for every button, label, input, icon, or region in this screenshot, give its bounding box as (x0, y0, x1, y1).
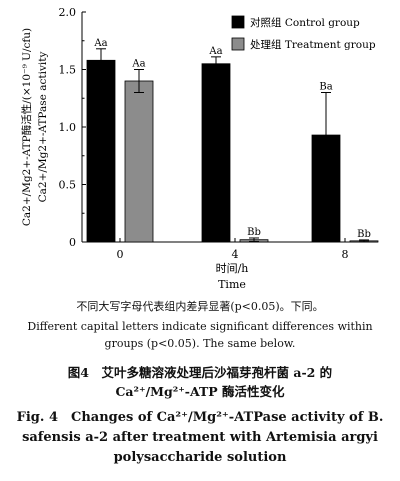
bar (124, 80, 154, 243)
chart-bars: Aa Aa Ba Aa Bb Bb (86, 38, 379, 243)
x-tick-label: 8 (342, 248, 349, 261)
y-tick-label: 0 (69, 236, 76, 249)
significance-label: Aa (208, 46, 222, 57)
significance-label: Bb (357, 229, 371, 240)
figure-title-english: Fig. 4 Changes of Ca²⁺/Mg²⁺-ATPase activ… (16, 410, 384, 465)
significance-label: Bb (247, 227, 261, 238)
y-axis-label-english: Ca2+/Mg2+-ATPase activity (37, 52, 49, 203)
x-axis-label-chinese: 时间/h (216, 262, 249, 275)
chart-axes: 0 0.5 1.0 1.5 2.0 0 4 8 (59, 6, 378, 261)
x-tick-label: 4 (232, 248, 239, 261)
note-english: Different capital letters indicate signi… (27, 320, 373, 350)
axis-labels: Ca2+/Mg2+-ATP酶活性/(×10⁻⁹ U/cfu) Ca2+/Mg2+-… (20, 28, 248, 291)
significance-label: Aa (93, 38, 107, 49)
legend-label: 对照组 Control group (250, 16, 360, 29)
x-tick-label: 0 (117, 248, 124, 261)
significance-label: Aa (131, 59, 145, 70)
y-tick-label: 1.0 (59, 121, 77, 134)
y-axis-label-chinese: Ca2+/Mg2+-ATP酶活性/(×10⁻⁹ U/cfu) (20, 28, 33, 226)
y-tick-label: 2.0 (59, 6, 77, 19)
bar (86, 59, 116, 243)
x-axis-label-english: Time (218, 278, 246, 291)
chart-legend: 对照组 Control group 处理组 Treatment group (231, 15, 376, 51)
legend-swatch (231, 15, 245, 29)
bar-chart: 0 0.5 1.0 1.5 2.0 0 4 8 Aa Aa Ba Aa Bb Bb 对照组 Contro… (20, 6, 379, 291)
y-tick-label: 0.5 (59, 179, 77, 192)
legend-swatch (231, 37, 245, 51)
y-tick-label: 1.5 (59, 64, 77, 77)
legend-label: 处理组 Treatment group (250, 38, 376, 51)
note-chinese: 不同大写字母代表组内差异显著(p<0.05)。下同。 (76, 300, 324, 313)
significance-label: Ba (319, 82, 332, 93)
bar (201, 63, 231, 243)
figure-title-chinese: 图4 艾叶多糖溶液处理后沙福芽孢杆菌 a-2 的 Ca²⁺/Mg²⁺-ATP 酶… (67, 365, 333, 399)
